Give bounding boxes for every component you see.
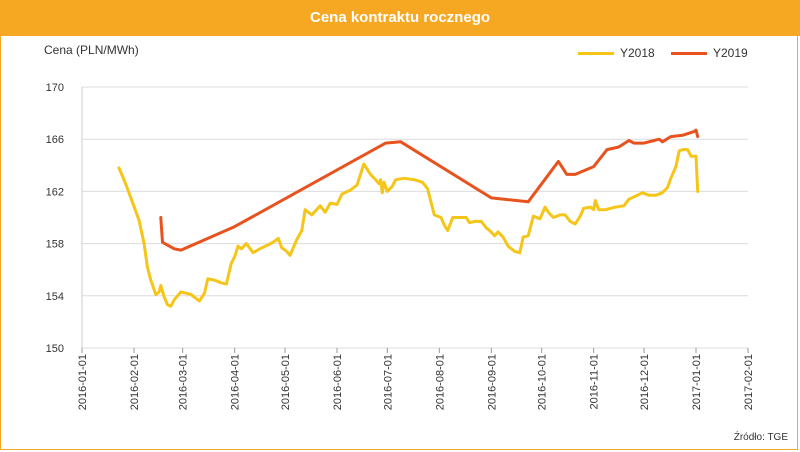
x-tick-label: 2016-06-01	[332, 354, 344, 410]
x-tick-label: 2016-10-01	[537, 354, 549, 410]
chart-title: Cena kontraktu rocznego	[0, 0, 800, 36]
series-line-y2018	[117, 148, 700, 308]
source-note: Źródło: TGE	[733, 432, 788, 443]
legend-swatch-y2019	[671, 52, 707, 55]
x-tick-label: 2016-08-01	[434, 354, 446, 410]
y-axis-label: Cena (PLN/MWh)	[44, 43, 139, 57]
y-tick-label: 170	[46, 82, 64, 94]
x-tick-label: 2016-05-01	[280, 354, 292, 410]
legend-label-y2018: Y2018	[620, 46, 655, 60]
y-tick-label: 154	[46, 291, 64, 303]
x-tick-label: 2016-09-01	[486, 354, 498, 410]
y-tick-label: 166	[46, 134, 64, 146]
x-tick-label: 2016-01-01	[77, 354, 89, 410]
x-tick-label: 2016-02-01	[129, 354, 141, 410]
x-tick-label: 2017-02-01	[743, 354, 755, 410]
legend-swatch-y2018	[578, 52, 614, 55]
y-tick-label: 150	[46, 343, 64, 355]
x-tick-label: 2016-03-01	[178, 354, 190, 410]
x-tick-label: 2017-01-01	[691, 354, 703, 410]
legend-label-y2019: Y2019	[713, 46, 748, 60]
x-tick-label: 2016-11-01	[589, 354, 601, 409]
x-tick-label: 2016-04-01	[230, 354, 242, 410]
y-tick-label: 162	[46, 186, 64, 198]
x-tick-label: 2016-12-01	[639, 354, 651, 410]
y-tick-label: 158	[46, 239, 64, 251]
x-tick-label: 2016-07-01	[382, 354, 394, 410]
series-line-y2019	[159, 128, 700, 252]
